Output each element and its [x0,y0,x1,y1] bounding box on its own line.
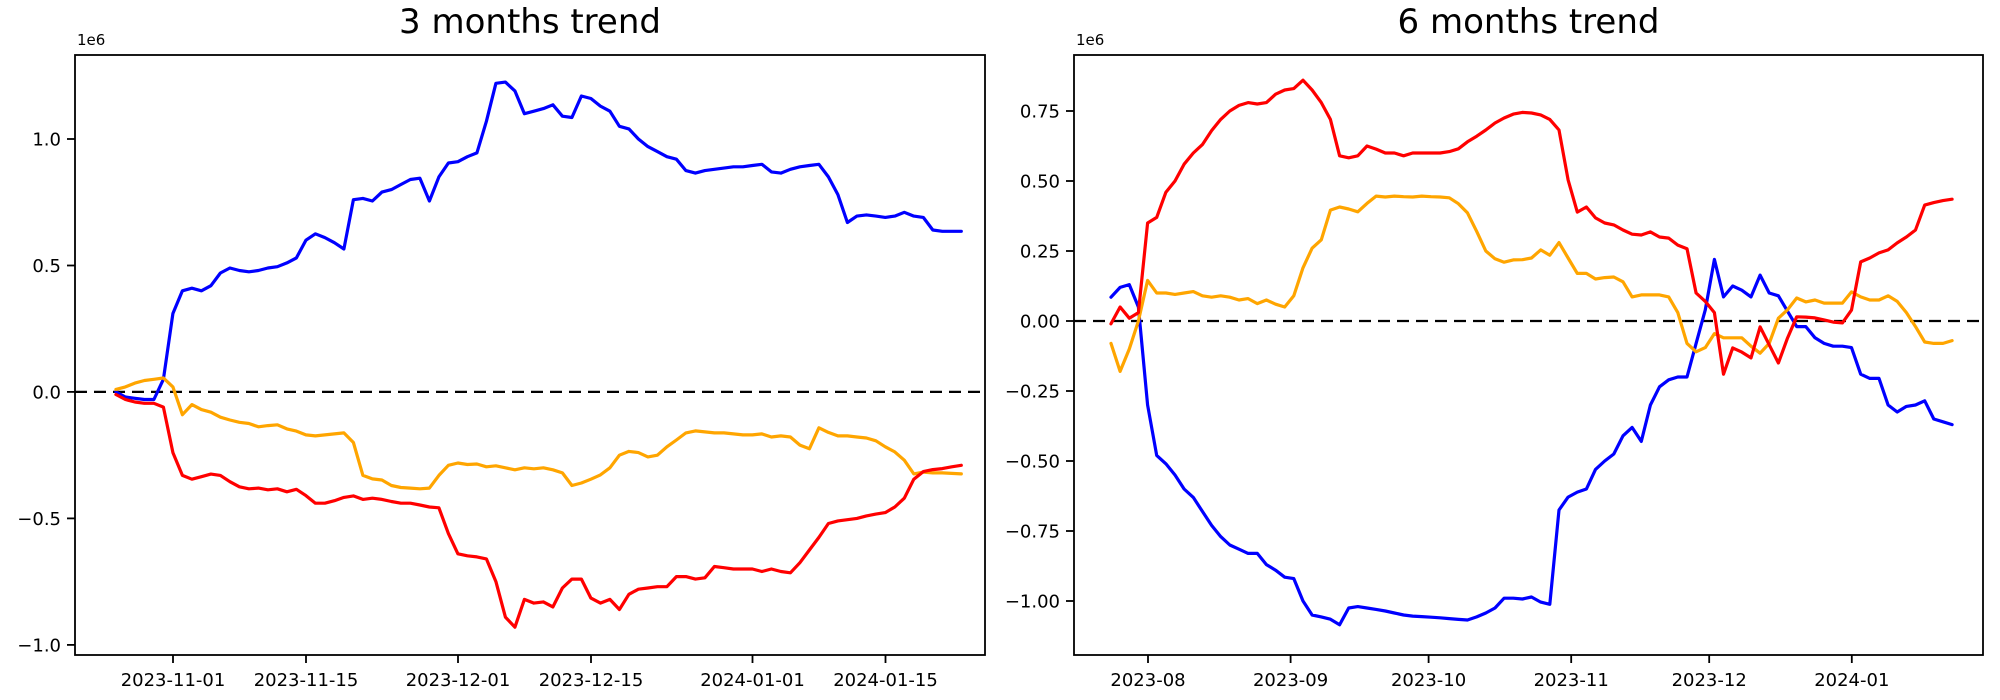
y-tick-label: 0.75 [1020,102,1060,123]
y-tick-label: −0.75 [1005,522,1060,543]
x-tick-label: 2023-12 [1672,670,1747,691]
x-tick-label: 2023-11-15 [254,670,359,691]
series-line-orange [114,376,963,491]
series-line-red [114,392,963,629]
x-tick-label: 2024-01 [1814,670,1889,691]
y-axis-offset-label-left: 1e6 [77,31,106,49]
x-tick-label: 2023-10 [1391,670,1466,691]
x-tick-label: 2023-08 [1110,670,1185,691]
y-tick-label: 0.5 [32,256,61,277]
x-tick-label: 2023-12-01 [406,670,511,691]
axes-frame [74,54,986,656]
axes-frame [1073,54,1984,656]
series-line-blue [114,80,963,402]
y-tick-label: −1.0 [17,635,61,656]
y-tick-label: 0.0 [32,382,61,403]
y-tick-label: −1.00 [1005,592,1060,613]
y-tick-label: −0.25 [1005,382,1060,403]
y-tick-label: 0.00 [1020,312,1060,333]
series-line-red [1109,78,1954,376]
y-tick-label: −0.50 [1005,452,1060,473]
y-axis-offset-label-right: 1e6 [1076,31,1105,49]
x-tick-label: 2024-01-15 [833,670,938,691]
chart-title-3-months: 3 months trend [399,2,661,42]
x-tick-label: 2023-09 [1253,670,1328,691]
y-tick-label: 0.50 [1020,172,1060,193]
x-tick-label: 2024-01-01 [700,670,805,691]
y-tick-label: 0.25 [1020,242,1060,263]
chart-title-6-months: 6 months trend [1397,2,1660,42]
x-tick-label: 2023-11-01 [121,670,226,691]
x-tick-label: 2023-12-15 [539,670,644,691]
y-tick-label: −0.5 [17,509,61,530]
x-tick-label: 2023-11 [1534,670,1609,691]
y-tick-label: 1.0 [32,130,61,151]
series-line-blue [1109,257,1954,627]
series-line-orange [1109,194,1954,373]
